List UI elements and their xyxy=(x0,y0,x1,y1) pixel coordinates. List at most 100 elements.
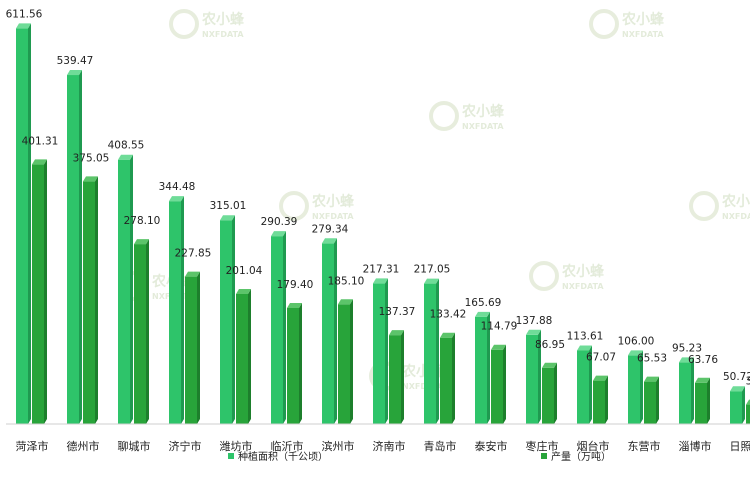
value-label-output-10: 86.95 xyxy=(535,339,565,351)
watermark-sub: NXFDATA xyxy=(462,122,504,131)
value-label-output-14: 30. xyxy=(746,376,750,388)
value-label-output-7: 137.37 xyxy=(379,306,416,318)
bar-area-5 xyxy=(271,231,286,424)
value-label-output-8: 133.42 xyxy=(430,309,467,321)
watermark-sub: NXFDATA xyxy=(562,282,604,291)
bar-area-9 xyxy=(475,311,490,424)
watermark-brand: 农小蜂 xyxy=(721,193,750,210)
watermark-brand: 农小蜂 xyxy=(201,11,245,28)
bar-area-14 xyxy=(730,386,745,424)
legend-label-output: 产量（万吨） xyxy=(551,450,611,463)
watermark-logo-icon xyxy=(279,191,309,221)
bar-area-10 xyxy=(526,329,541,424)
bar-output-5 xyxy=(287,302,302,424)
value-label-area-14: 50.72 xyxy=(723,371,750,383)
watermark-brand: 农小蜂 xyxy=(311,193,355,210)
value-label-output-6: 185.10 xyxy=(328,275,365,287)
category-label-2: 聊城市 xyxy=(118,439,151,453)
category-label-4: 潍坊市 xyxy=(220,439,253,453)
value-label-output-9: 114.79 xyxy=(481,321,518,333)
value-label-area-12: 106.00 xyxy=(618,335,655,347)
category-label-14: 日照市 xyxy=(730,439,750,453)
bar-area-0 xyxy=(16,23,31,424)
watermark-brand: 农小蜂 xyxy=(621,11,665,28)
watermark-sub: NXFDATA xyxy=(722,212,750,221)
value-label-area-4: 315.01 xyxy=(210,200,247,212)
value-label-output-2: 278.10 xyxy=(124,215,161,227)
watermark-logo-icon xyxy=(589,9,619,39)
category-labels-group: 菏泽市 德州市 聊城市 济宁市 潍坊市 临沂市 滨州市 济南市 青岛市 泰安市 枣庄市 烟台市 东营市 淄… xyxy=(16,439,750,453)
category-label-8: 青岛市 xyxy=(424,439,457,453)
legend-swatch-output xyxy=(541,453,547,459)
category-label-9: 泰安市 xyxy=(475,439,508,453)
bar-area-8 xyxy=(424,278,439,424)
value-label-area-9: 165.69 xyxy=(465,297,502,309)
value-label-area-11: 113.61 xyxy=(567,331,604,343)
watermark-logo-icon xyxy=(429,101,459,131)
watermark: 农小蜂 NXFDATA xyxy=(169,9,245,39)
bar-area-7 xyxy=(373,278,388,424)
bar-area-2 xyxy=(118,154,133,424)
legend: 种植面积（千公顷） 产量（万吨） xyxy=(228,450,611,463)
legend-swatch-area xyxy=(228,453,234,459)
bar-area-4 xyxy=(220,215,235,424)
category-label-11: 烟台市 xyxy=(577,439,610,453)
value-label-area-3: 344.48 xyxy=(159,181,196,193)
watermark-sub: NXFDATA xyxy=(202,30,244,39)
bar-output-13 xyxy=(695,377,710,424)
value-label-area-0: 611.56 xyxy=(6,8,43,20)
value-label-output-5: 179.40 xyxy=(277,279,314,291)
watermark-logo-icon xyxy=(529,261,559,291)
value-label-output-11: 67.07 xyxy=(586,352,616,364)
bar-output-9 xyxy=(491,344,506,424)
legend-label-area: 种植面积（千公顷） xyxy=(238,450,328,463)
value-label-area-8: 217.05 xyxy=(414,264,451,276)
watermark-logo-icon xyxy=(169,9,199,39)
bar-area-13 xyxy=(679,357,694,424)
watermark: 农小蜂 NXFDATA xyxy=(589,9,665,39)
bar-output-6 xyxy=(338,299,353,424)
watermark-logo-icon xyxy=(689,191,719,221)
value-label-area-2: 408.55 xyxy=(108,140,145,152)
watermark-brand: 农小蜂 xyxy=(561,263,605,280)
watermark-sub: NXFDATA xyxy=(402,382,444,391)
bar-area-3 xyxy=(169,196,184,424)
watermark: 农小蜂 NXFDATA xyxy=(689,191,750,221)
watermark-sub: NXFDATA xyxy=(622,30,664,39)
value-label-area-5: 290.39 xyxy=(261,216,298,228)
value-label-output-3: 227.85 xyxy=(175,248,212,260)
value-label-area-6: 279.34 xyxy=(312,223,349,235)
bar-area-12 xyxy=(628,350,643,424)
bar-output-3 xyxy=(185,271,200,424)
bar-output-10 xyxy=(542,362,557,424)
bars-group xyxy=(16,23,750,425)
value-label-output-13: 63.76 xyxy=(688,354,718,366)
category-label-3: 济宁市 xyxy=(169,439,202,453)
watermark-sub: NXFDATA xyxy=(312,212,354,221)
value-label-output-4: 201.04 xyxy=(226,265,263,277)
value-label-output-12: 65.53 xyxy=(637,353,667,365)
value-label-output-0: 401.31 xyxy=(22,135,59,147)
bar-area-6 xyxy=(322,238,337,424)
value-label-area-13: 95.23 xyxy=(672,342,702,354)
bar-area-11 xyxy=(577,345,592,424)
bar-output-4 xyxy=(236,288,251,424)
bar-output-2 xyxy=(134,239,149,424)
watermark-brand: 农小蜂 xyxy=(461,103,505,120)
category-label-5: 临沂市 xyxy=(271,439,304,453)
bar-output-7 xyxy=(389,330,404,424)
bar-output-12 xyxy=(644,376,659,424)
bar-output-11 xyxy=(593,375,608,424)
category-label-7: 济南市 xyxy=(373,439,406,453)
bar-output-1 xyxy=(83,176,98,424)
value-label-area-7: 217.31 xyxy=(363,263,400,275)
category-label-13: 淄博市 xyxy=(679,439,712,453)
bar-output-8 xyxy=(440,332,455,424)
bar-area-1 xyxy=(67,70,82,425)
watermark: 农小蜂 NXFDATA xyxy=(529,261,605,291)
bar-output-0 xyxy=(32,159,47,424)
category-label-12: 东营市 xyxy=(628,439,661,453)
category-label-6: 滨州市 xyxy=(322,439,355,453)
